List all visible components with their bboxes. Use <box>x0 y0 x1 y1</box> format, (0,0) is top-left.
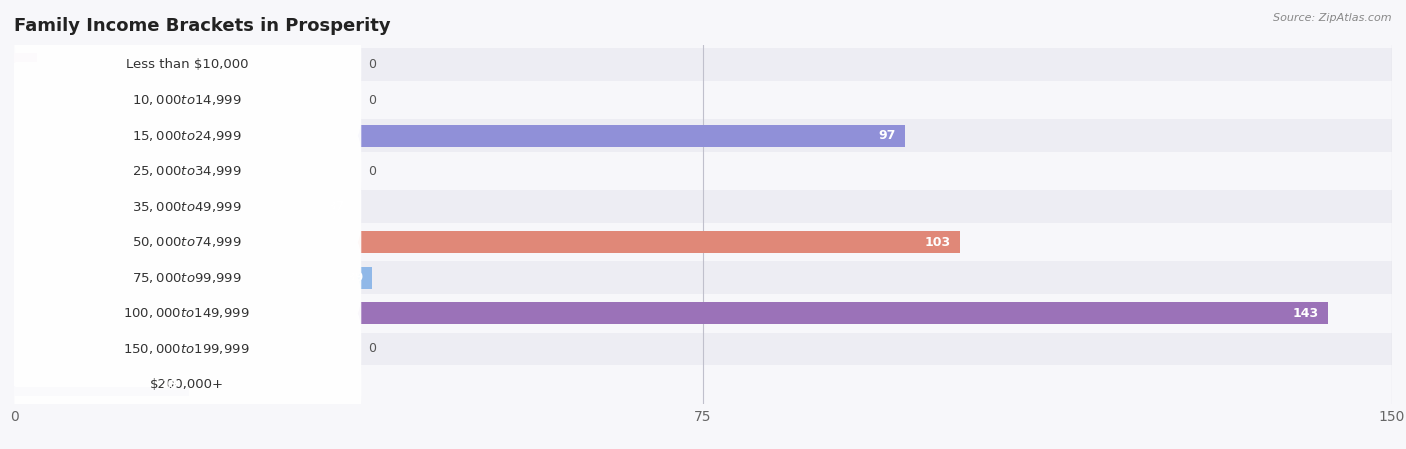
Text: 0: 0 <box>368 343 375 356</box>
FancyBboxPatch shape <box>10 240 361 316</box>
FancyBboxPatch shape <box>10 347 361 423</box>
Text: $75,000 to $99,999: $75,000 to $99,999 <box>132 271 242 285</box>
Bar <box>14 155 1392 188</box>
Text: Source: ZipAtlas.com: Source: ZipAtlas.com <box>1274 13 1392 23</box>
Text: 0: 0 <box>368 165 375 178</box>
Bar <box>14 124 905 147</box>
Text: $50,000 to $74,999: $50,000 to $74,999 <box>132 235 242 249</box>
FancyBboxPatch shape <box>10 97 361 174</box>
Text: 19: 19 <box>162 378 180 391</box>
Bar <box>14 261 1392 294</box>
Text: $35,000 to $49,999: $35,000 to $49,999 <box>132 200 242 214</box>
Bar <box>14 196 37 218</box>
Bar <box>14 196 354 218</box>
Bar <box>14 231 37 253</box>
Bar <box>14 374 188 396</box>
Text: $150,000 to $199,999: $150,000 to $199,999 <box>124 342 250 356</box>
Bar <box>14 190 1392 223</box>
Bar <box>14 160 37 182</box>
FancyBboxPatch shape <box>10 275 361 352</box>
Bar <box>14 297 1392 330</box>
Text: $25,000 to $34,999: $25,000 to $34,999 <box>132 164 242 178</box>
Text: Less than $10,000: Less than $10,000 <box>125 58 247 71</box>
FancyBboxPatch shape <box>10 26 361 102</box>
Text: 0: 0 <box>368 58 375 71</box>
FancyBboxPatch shape <box>10 62 361 138</box>
Text: $10,000 to $14,999: $10,000 to $14,999 <box>132 93 242 107</box>
Bar <box>14 374 37 396</box>
Text: Family Income Brackets in Prosperity: Family Income Brackets in Prosperity <box>14 17 391 35</box>
Text: $200,000+: $200,000+ <box>150 378 224 391</box>
FancyBboxPatch shape <box>10 204 361 280</box>
Bar <box>14 302 37 325</box>
Bar <box>14 231 960 253</box>
Bar <box>14 48 1392 81</box>
Text: 39: 39 <box>346 271 363 284</box>
FancyBboxPatch shape <box>10 311 361 387</box>
FancyBboxPatch shape <box>10 169 361 245</box>
Bar <box>14 338 37 360</box>
Bar <box>14 84 1392 116</box>
Bar <box>14 368 1392 401</box>
Bar <box>14 89 37 111</box>
FancyBboxPatch shape <box>10 133 361 209</box>
Text: 37: 37 <box>328 200 344 213</box>
Text: 97: 97 <box>879 129 896 142</box>
Text: 103: 103 <box>925 236 950 249</box>
Bar <box>14 302 1327 325</box>
Text: $100,000 to $149,999: $100,000 to $149,999 <box>124 306 250 321</box>
Bar <box>14 124 37 147</box>
Bar <box>14 119 1392 152</box>
Bar <box>14 226 1392 259</box>
Text: 0: 0 <box>368 93 375 106</box>
Bar <box>14 53 37 75</box>
Bar <box>14 267 37 289</box>
Bar <box>14 333 1392 365</box>
Bar <box>14 267 373 289</box>
Text: $15,000 to $24,999: $15,000 to $24,999 <box>132 128 242 143</box>
Text: 143: 143 <box>1292 307 1319 320</box>
